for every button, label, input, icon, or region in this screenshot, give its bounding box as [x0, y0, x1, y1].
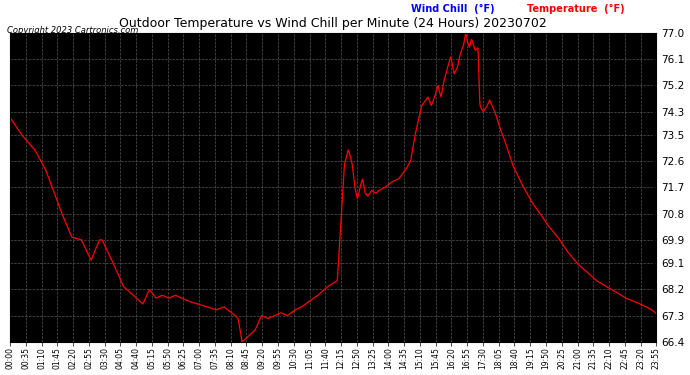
Text: Copyright 2023 Cartronics.com: Copyright 2023 Cartronics.com	[7, 26, 138, 35]
Text: Temperature  (°F): Temperature (°F)	[527, 4, 624, 14]
Title: Outdoor Temperature vs Wind Chill per Minute (24 Hours) 20230702: Outdoor Temperature vs Wind Chill per Mi…	[119, 17, 547, 30]
Text: Wind Chill  (°F): Wind Chill (°F)	[411, 4, 494, 14]
